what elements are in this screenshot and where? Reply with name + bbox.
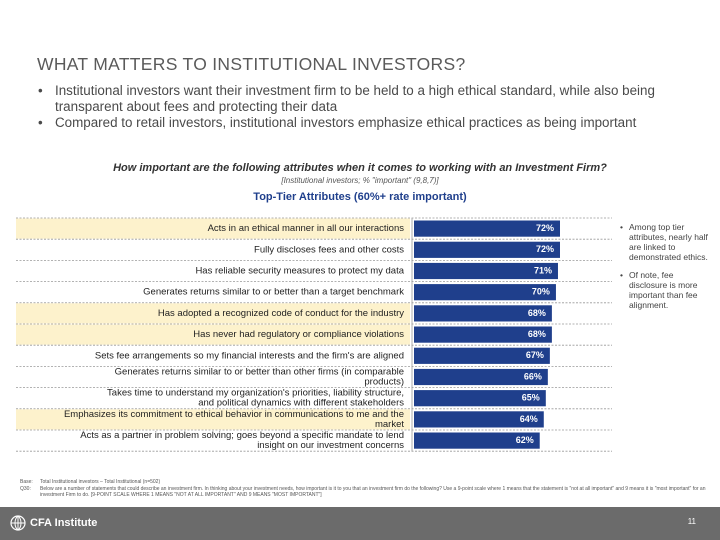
category-label: Generates returns similar to or better t… <box>115 367 404 388</box>
question-label: Q30: <box>20 485 31 492</box>
data-label: 66% <box>524 371 542 381</box>
base-label: Base: <box>20 479 33 485</box>
category-label: Acts in an ethical manner in all our int… <box>208 223 405 234</box>
side-notes: Among top tier attributes, nearly half a… <box>620 222 712 318</box>
data-label: 64% <box>520 414 538 424</box>
category-label: Acts as a partner in problem solving; go… <box>80 430 404 451</box>
footnote: Base: Total Institutional investors – To… <box>20 479 710 499</box>
question-text: Below are a number of statements that co… <box>40 485 706 499</box>
category-label: Has adopted a recognized code of conduct… <box>158 308 404 319</box>
row-highlight <box>16 324 410 345</box>
category-label: Has never had regulatory or compliance v… <box>193 329 404 340</box>
bar <box>414 432 540 449</box>
category-label: Fully discloses fees and other costs <box>254 244 404 255</box>
base-text: Total Institutional investors – Total In… <box>40 479 161 485</box>
cfa-logo: CFA Institute <box>10 515 97 531</box>
category-label: Generates returns similar to or better t… <box>143 287 404 298</box>
row-highlight <box>16 409 410 430</box>
side-note: Among top tier attributes, nearly half a… <box>620 222 712 262</box>
data-label: 68% <box>528 329 546 339</box>
bar <box>414 390 546 407</box>
globe-icon <box>10 515 26 531</box>
category-label: Emphasizes its commitment to ethical beh… <box>64 409 404 430</box>
data-label: 71% <box>534 265 552 275</box>
category-label: Sets fee arrangements so my financial in… <box>95 350 404 361</box>
side-note: Of note, fee disclosure is more importan… <box>620 270 712 310</box>
data-label: 65% <box>522 393 540 403</box>
bar <box>414 262 558 280</box>
bar <box>414 220 560 237</box>
bar <box>414 347 550 364</box>
data-label: 70% <box>532 287 550 297</box>
data-label: 72% <box>536 223 554 233</box>
category-label: Takes time to understand my organization… <box>107 388 404 409</box>
chart-title: Top-Tier Attributes (60%+ rate important… <box>253 191 467 203</box>
bar <box>414 241 560 258</box>
data-label: 67% <box>526 350 544 360</box>
page-number: 11 <box>687 517 696 526</box>
bar <box>414 284 556 301</box>
key-points: Institutional investors want their inves… <box>38 83 698 131</box>
data-label: 62% <box>516 435 534 445</box>
logo-text: CFA Institute <box>30 517 98 529</box>
row-highlight <box>16 218 410 239</box>
bar-chart: Acts in an ethical manner in all our int… <box>16 217 612 452</box>
bar <box>414 305 552 322</box>
row-highlight <box>16 303 410 324</box>
data-label: 68% <box>528 308 546 318</box>
category-label: Has reliable security measures to protec… <box>195 266 404 277</box>
key-point: Compared to retail investors, institutio… <box>38 115 698 131</box>
bar <box>414 411 544 428</box>
data-label: 72% <box>536 244 554 254</box>
footer-bar: CFA Institute 11 <box>0 507 720 540</box>
survey-question: How important are the following attribut… <box>113 162 607 174</box>
slide-title: WHAT MATTERS TO INSTITUTIONAL INVESTORS? <box>37 54 466 74</box>
bar <box>414 326 552 343</box>
key-point: Institutional investors want their inves… <box>38 83 698 115</box>
bar <box>414 368 548 386</box>
base-note: [Institutional investors; % "important" … <box>281 176 439 185</box>
